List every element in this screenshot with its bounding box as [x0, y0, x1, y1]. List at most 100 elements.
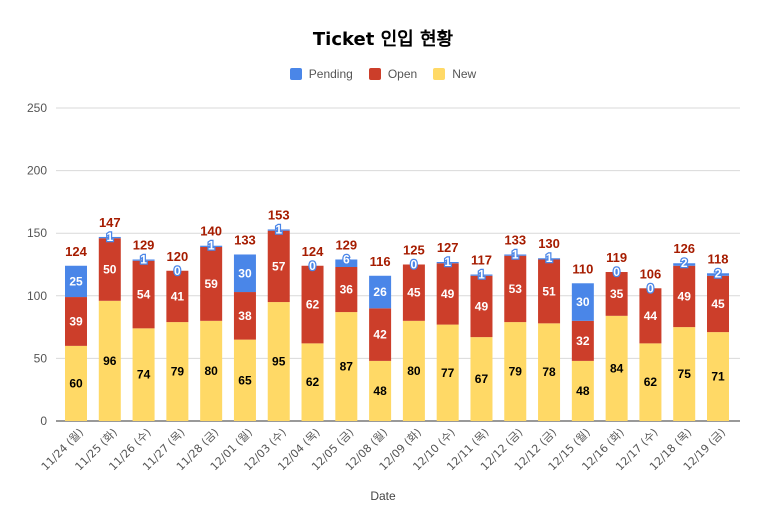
- data-label-open: 39: [69, 314, 83, 328]
- bar-segment-pending: [571, 283, 594, 321]
- bar-segment-new: [538, 323, 561, 421]
- data-label-pending: 1: [444, 255, 451, 269]
- legend-swatch-pending: [289, 68, 302, 80]
- bar-segment-new: [470, 337, 493, 421]
- total-label: 110: [572, 261, 593, 276]
- data-label-pending: 0: [309, 259, 316, 273]
- bar-segment-new: [267, 302, 290, 421]
- data-label-new: 95: [272, 355, 286, 369]
- data-label-open: 54: [137, 288, 151, 302]
- bar-segment-new: [571, 360, 594, 421]
- data-label-pending: 25: [69, 274, 83, 288]
- legend-label-open: Open: [387, 67, 418, 81]
- bar-segment-pending: [538, 258, 561, 260]
- legend-item-pending[interactable]: Pending: [289, 67, 353, 81]
- bar-segment-new: [335, 312, 358, 421]
- bar-segment-pending: [98, 236, 121, 239]
- data-label-open: 45: [711, 297, 725, 311]
- total-label: 124: [302, 244, 324, 259]
- data-label-open: 50: [103, 263, 117, 277]
- data-label-pending: 0: [647, 281, 654, 295]
- data-label-pending: 1: [512, 247, 519, 261]
- legend-label-new: New: [452, 67, 477, 81]
- bar-segment-new: [166, 322, 189, 421]
- bar-segment-new: [369, 360, 392, 421]
- data-label-pending: 1: [275, 222, 282, 236]
- total-label: 126: [673, 241, 695, 256]
- data-label-open: 49: [475, 299, 489, 313]
- legend-swatch-open: [368, 68, 381, 80]
- bar-segment-pending: [200, 245, 223, 247]
- bar-segment-pending: [673, 263, 696, 266]
- data-label-open: 49: [678, 289, 692, 303]
- bar-segment-new: [605, 315, 628, 421]
- data-label-pending: 1: [106, 230, 113, 244]
- data-label-open: 53: [509, 282, 523, 296]
- bar-segment-new: [65, 345, 87, 421]
- data-label-pending: 0: [411, 258, 418, 272]
- bar-segment-pending: [132, 259, 155, 261]
- data-label-new: 78: [542, 365, 556, 379]
- data-label-open: 44: [644, 309, 658, 323]
- legend-label-pending: Pending: [308, 67, 353, 81]
- y-tick-label: 250: [27, 101, 47, 115]
- data-label-open: 35: [610, 287, 624, 301]
- data-label-pending: 6: [343, 252, 350, 266]
- y-tick-label: 50: [34, 351, 48, 365]
- chart-title: Ticket 인입 현황: [312, 29, 454, 50]
- bar-segment-open: [571, 320, 594, 361]
- data-label-new: 79: [509, 365, 523, 379]
- data-label-new: 67: [475, 372, 489, 386]
- bar-segment-pending: [470, 274, 493, 276]
- bar-segment-open: [132, 260, 155, 329]
- data-label-open: 38: [238, 309, 252, 323]
- data-label-new: 48: [576, 384, 590, 398]
- total-label: 124: [65, 244, 87, 259]
- bar-segment-open: [538, 259, 561, 324]
- bar-segment-open: [301, 265, 324, 344]
- total-label: 130: [538, 236, 560, 251]
- bar-segment-open: [673, 265, 696, 328]
- bar-segment-open: [605, 272, 628, 316]
- y-tick-label: 150: [27, 226, 47, 240]
- total-label: 116: [370, 254, 391, 269]
- legend-item-new[interactable]: New: [433, 67, 476, 81]
- data-label-new: 75: [678, 367, 692, 381]
- bar-segment-pending: [335, 259, 358, 268]
- y-tick-label: 100: [27, 289, 47, 303]
- data-label-pending: 2: [681, 256, 688, 270]
- bar-segment-pending: [707, 273, 729, 276]
- data-label-pending: 0: [613, 265, 620, 279]
- total-label: 129: [133, 237, 155, 252]
- data-label-pending: 26: [373, 285, 387, 299]
- legend-swatch-new: [433, 68, 446, 80]
- total-label: 147: [99, 215, 121, 230]
- data-label-new: 62: [306, 375, 320, 389]
- bar-segment-new: [639, 343, 662, 421]
- bar-segment-pending: [504, 254, 527, 256]
- total-label: 120: [167, 249, 189, 264]
- data-label-open: 41: [171, 289, 185, 303]
- bar-segment-new: [98, 300, 121, 421]
- data-label-new: 87: [340, 360, 354, 374]
- data-label-pending: 1: [208, 239, 215, 253]
- data-label-open: 45: [407, 286, 421, 300]
- total-label: 153: [268, 207, 290, 222]
- legend: Pending Open New: [0, 67, 766, 81]
- bar-segment-open: [402, 264, 425, 321]
- legend-item-open[interactable]: Open: [368, 67, 418, 81]
- bar-segment-pending: [267, 229, 290, 231]
- bar-segment-open: [335, 267, 358, 313]
- data-label-new: 62: [644, 375, 658, 389]
- bar-segment-open: [65, 297, 87, 346]
- data-label-pending: 1: [140, 252, 147, 266]
- bar-segment-open: [267, 230, 290, 303]
- bar-segment-open: [369, 308, 392, 361]
- bar-segment-open: [98, 238, 121, 301]
- y-tick-label: 200: [27, 164, 47, 178]
- bar-segment-new: [301, 343, 324, 421]
- data-label-open: 36: [340, 283, 354, 297]
- data-label-pending: 1: [546, 251, 553, 265]
- bar-segment-open: [707, 275, 729, 333]
- bar-segment-new: [200, 320, 223, 421]
